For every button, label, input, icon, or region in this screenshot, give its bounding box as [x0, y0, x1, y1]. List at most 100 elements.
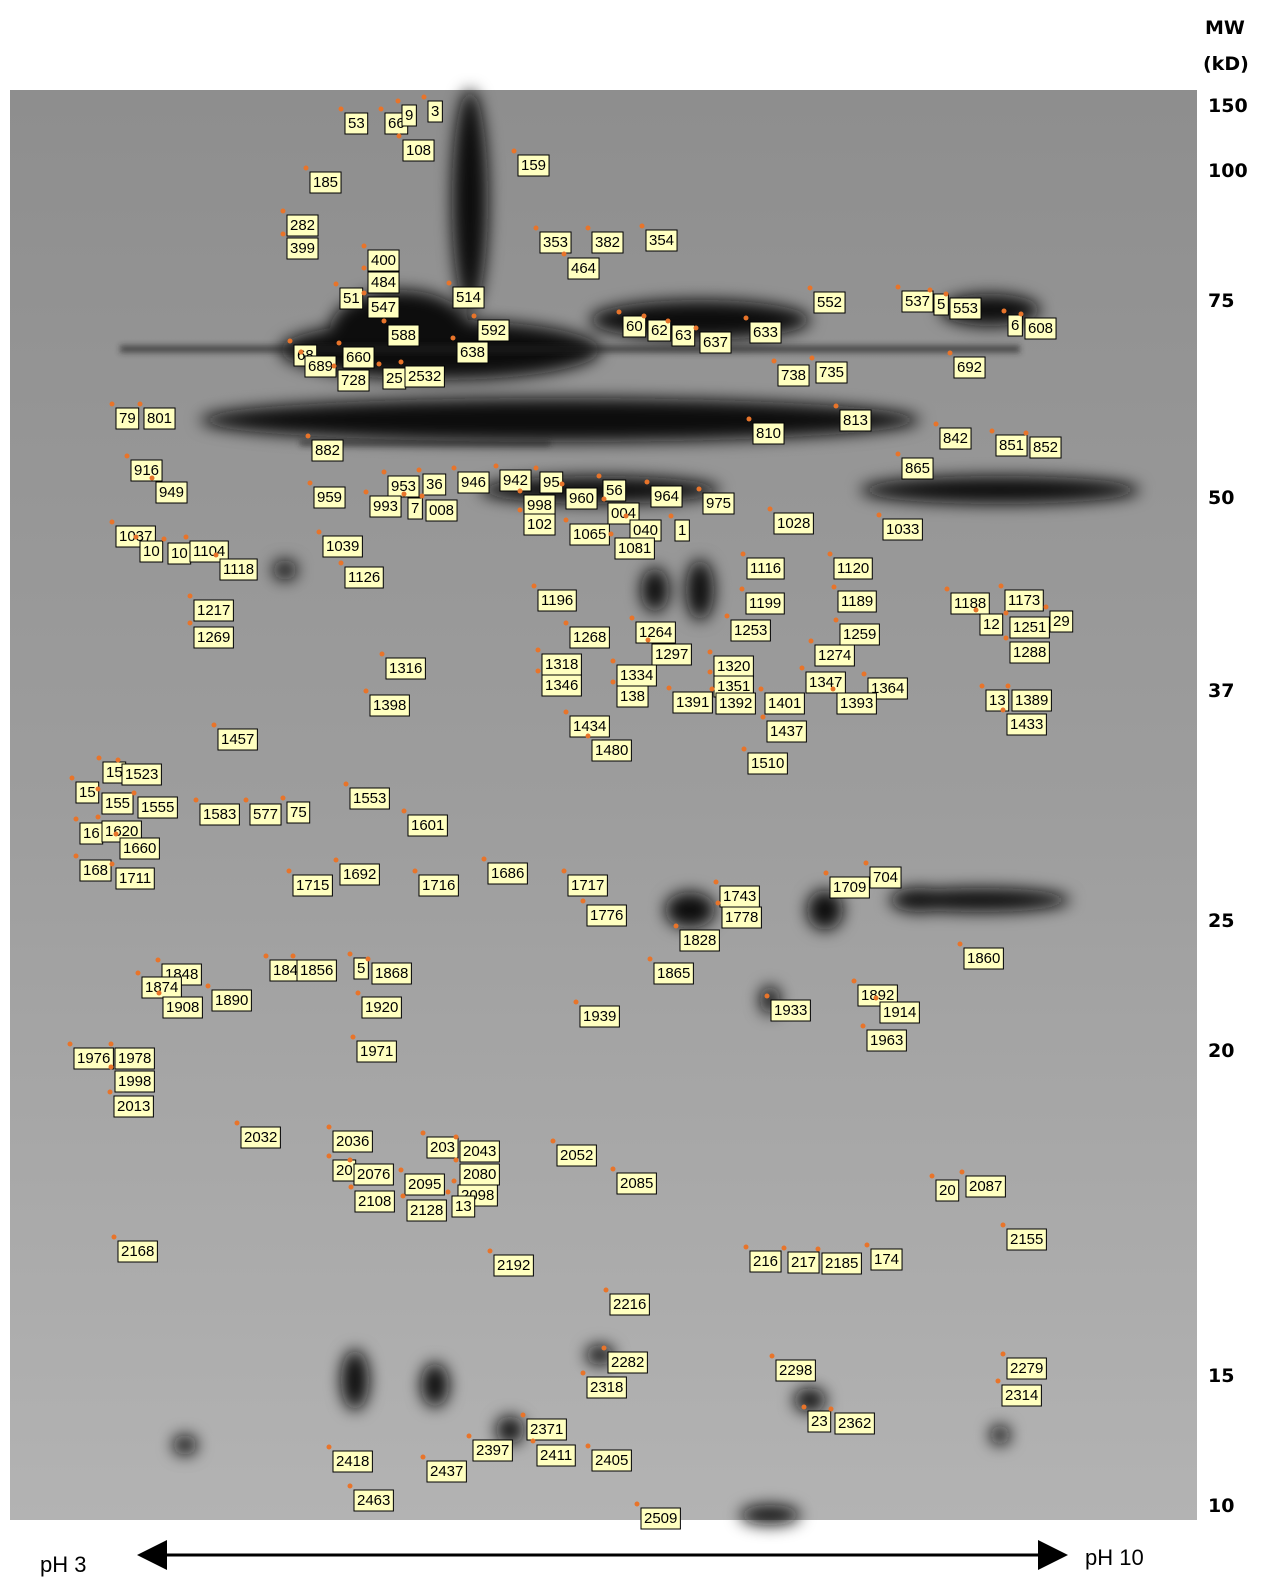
spot-number: 2043: [463, 1143, 496, 1160]
spot-number: 60: [626, 318, 643, 335]
spot-number: 1892: [861, 987, 894, 1004]
spot-number: 1555: [141, 799, 174, 816]
spot-number: 184: [273, 962, 298, 979]
spot-marker: [281, 232, 286, 237]
spot-number: 1269: [197, 629, 230, 646]
spot-marker: [740, 587, 745, 592]
spot-number: 810: [756, 425, 781, 442]
spot-number: 2128: [410, 1202, 443, 1219]
spot-marker: [380, 652, 385, 657]
spot-marker: [666, 319, 671, 324]
mw-label: 100: [1208, 160, 1248, 182]
spot-marker: [287, 869, 292, 874]
mw-label: 10: [1208, 1495, 1234, 1517]
spot-number: 1620: [105, 823, 138, 840]
spot-number: 1523: [125, 766, 158, 783]
spot-number: 660: [346, 349, 371, 366]
spot-number: 842: [943, 430, 968, 447]
spot-number: 1118: [223, 561, 254, 578]
spot-marker: [635, 1502, 640, 1507]
spot-number: 552: [817, 294, 842, 311]
spot-number: 1437: [770, 723, 803, 740]
spot-number: 2362: [838, 1415, 871, 1432]
spot-marker: [834, 404, 839, 409]
spot-marker: [110, 402, 115, 407]
spot-number: 63: [675, 327, 692, 344]
spot-marker: [421, 1455, 426, 1460]
spot-marker: [581, 899, 586, 904]
spot-number: 1316: [389, 660, 422, 677]
spot-marker: [157, 991, 162, 996]
spot-number: 946: [461, 474, 486, 491]
spot-marker: [1019, 312, 1024, 317]
spot-marker: [156, 958, 161, 963]
spot-marker: [472, 314, 477, 319]
mw-label: 37: [1208, 680, 1234, 702]
spot-marker: [184, 535, 189, 540]
spot-marker: [451, 336, 456, 341]
spot-number: 008: [429, 502, 454, 519]
spot-marker: [597, 474, 602, 479]
spot-number: 1828: [683, 932, 716, 949]
spot-number: 1692: [343, 866, 376, 883]
spot-number: 2087: [969, 1178, 1002, 1195]
spot-number: 203: [430, 1139, 455, 1156]
spot-marker: [562, 869, 567, 874]
spot-number: 1717: [571, 877, 604, 894]
spot-number: 1660: [123, 840, 156, 857]
spot-marker: [349, 1185, 354, 1190]
spot-marker: [125, 454, 130, 459]
spot-marker: [306, 434, 311, 439]
spot-number: 1268: [573, 629, 606, 646]
spot-number: 1120: [837, 560, 869, 577]
spot-marker: [382, 470, 387, 475]
spot-number: 1939: [583, 1008, 616, 1025]
spot-number: 1860: [967, 950, 1000, 967]
spot-marker: [281, 796, 286, 801]
spot-marker: [420, 494, 425, 499]
spot-marker: [291, 954, 296, 959]
spot-number: 36: [426, 476, 443, 493]
spot-marker: [334, 282, 339, 287]
spot-number: 2411: [540, 1447, 572, 1464]
spot-number: 865: [905, 460, 930, 477]
spot-number: 1104: [193, 543, 225, 560]
spot-marker: [802, 1405, 807, 1410]
spot-marker: [586, 734, 591, 739]
spot-number: 1914: [883, 1004, 916, 1021]
spot-number: 1318: [545, 656, 578, 673]
spot-marker: [534, 466, 539, 471]
mw-axis: MW (kD) 15010075503725201510: [1203, 17, 1249, 1517]
spot-number: 633: [753, 324, 778, 341]
spot-marker: [188, 594, 193, 599]
spot-number: 1039: [326, 538, 359, 555]
spot-number: 588: [391, 327, 416, 344]
spot-marker: [288, 339, 293, 344]
spot-marker: [452, 466, 457, 471]
spot-number: 1457: [221, 731, 254, 748]
spot-number: 1199: [749, 595, 781, 612]
spot-marker: [337, 341, 342, 346]
spot-marker: [782, 1246, 787, 1251]
spot-number: 1998: [118, 1073, 151, 1090]
spot-number: 1778: [725, 909, 758, 926]
spot-marker: [960, 1170, 965, 1175]
spot-marker: [212, 723, 217, 728]
spot-marker: [669, 514, 674, 519]
spot-marker: [206, 984, 211, 989]
spot-number: 577: [253, 806, 278, 823]
spot-marker: [74, 854, 79, 859]
spot-number: 638: [460, 344, 485, 361]
spot-marker: [447, 281, 452, 286]
spot-number: 1173: [1008, 592, 1040, 609]
spot-number: 1856: [300, 962, 333, 979]
spot-number: 2298: [779, 1362, 812, 1379]
spot-number: 959: [317, 489, 342, 506]
spot-marker: [327, 1154, 332, 1159]
spot-number: 1065: [573, 526, 606, 543]
spot-marker: [96, 815, 101, 820]
spot-number: 998: [527, 497, 552, 514]
spot-marker: [109, 1042, 114, 1047]
spot-number: 975: [706, 495, 731, 512]
spot-number: 2509: [644, 1510, 677, 1527]
